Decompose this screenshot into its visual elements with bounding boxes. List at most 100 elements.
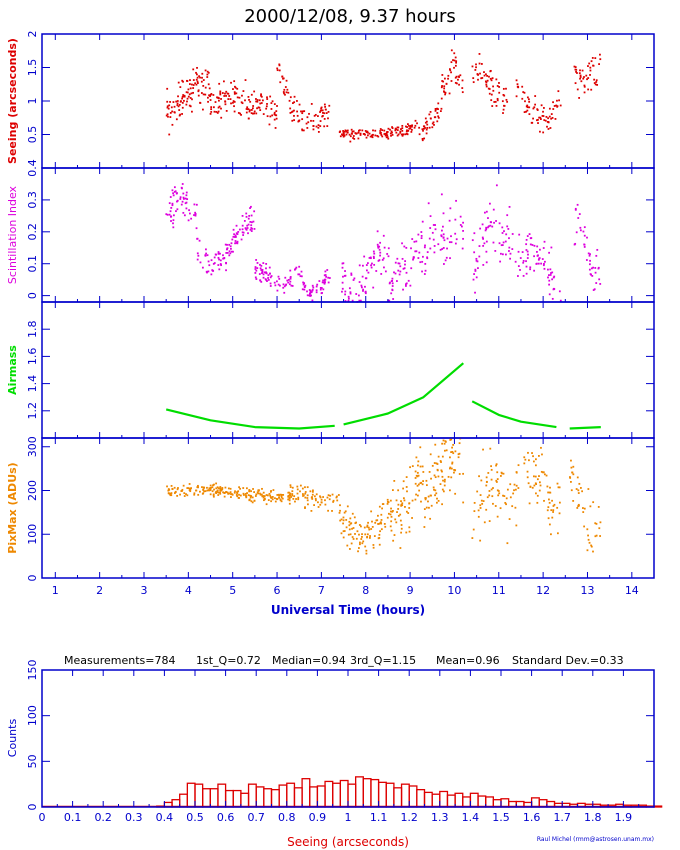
scintillation-point [262,262,265,264]
pixmax-point [480,499,483,502]
scintillation-point [501,253,504,256]
pixmax-point [215,490,218,493]
pixmax-point [338,511,341,514]
seeing-point [416,122,418,125]
seeing-point [216,112,219,114]
seeing-point [191,98,193,101]
seeing-point [527,98,530,101]
pixmax-point [495,463,498,466]
scintillation-point [428,237,431,240]
pixmax-point [443,478,446,481]
seeing-point [383,129,386,132]
scintillation-point [525,249,528,251]
seeing-point [281,75,284,78]
seeing-point [502,87,505,90]
pixmax-point [221,487,224,489]
pixmax-point [492,487,494,489]
scintillation-ytick-label: 0 [26,292,39,299]
seeing-point [422,129,424,132]
pixmax-point [270,497,273,499]
scintillation-point [529,243,532,246]
seeing-point [282,91,285,93]
seeing-point [204,86,207,89]
seeing-point [409,125,412,128]
seeing-point [440,97,443,100]
pixmax-ytick-label: 0 [26,575,39,582]
pixmax-point [450,476,453,479]
seeing-point [323,103,326,106]
pixmax-point [344,510,347,513]
seeing-point [181,101,184,104]
seeing-point [479,72,481,75]
seeing-point [250,109,253,111]
seeing-point [368,132,371,135]
scintillation-point [205,252,208,255]
scintillation-point [531,244,534,246]
seeing-point [242,90,245,92]
seeing-point [325,112,328,114]
pixmax-point [414,482,417,485]
histogram-bar [400,783,410,808]
airmass-panel: 1.21.41.61.8 Airmass [6,301,655,439]
pixmax-point [233,491,236,494]
scintillation-point [171,202,174,205]
pixmax-point [271,498,274,501]
pixmax-point [250,495,253,497]
seeing-point [296,100,298,102]
pixmax-point [319,503,322,506]
seeing-point [313,114,316,117]
scintillation-point [434,224,436,226]
scintillation-point [583,246,586,248]
seeing-point [441,85,443,87]
scintillation-point [445,256,448,259]
pixmax-point [272,489,275,491]
pixmax-point [533,475,535,478]
pixmax-point [393,480,396,482]
seeing-point [447,77,449,80]
scintillation-point [485,240,488,243]
seeing-point [339,135,342,138]
scintillation-point [494,250,497,252]
pixmax-point [408,530,411,533]
scintillation-point [170,215,172,218]
pixmax-point [348,524,351,527]
histogram-bar [301,778,311,808]
scintillation-point [172,226,175,229]
seeing-point [352,137,355,139]
seeing-point [195,83,198,86]
pixmax-point [527,451,529,454]
scintillation-point [455,238,458,241]
seeing-point [248,110,251,113]
seeing-point [414,124,417,127]
pixmax-point [453,471,455,474]
pixmax-point [485,508,488,511]
seeing-point [410,130,413,133]
pixmax-point [499,507,502,510]
seeing-point [534,103,537,106]
pixmax-point [259,492,261,495]
seeing-point [483,74,486,77]
seeing-point [381,135,384,138]
pixmax-point [169,494,172,497]
seeing-point [389,128,391,131]
seeing-point [218,97,220,100]
histogram-ytick-label: 150 [26,660,39,681]
scintillation-point [511,233,514,235]
scintillation-point [405,285,407,287]
pixmax-point [506,542,509,545]
pixmax-point [403,499,406,502]
pixmax-point [215,492,218,494]
pixmax-point [208,487,211,490]
scintillation-point [398,273,401,276]
scintillation-point [378,245,381,248]
seeing-point [495,104,498,107]
scintillation-point [205,270,208,273]
scintillation-point [474,270,477,272]
seeing-point [433,124,435,126]
scintillation-point [508,250,510,252]
seeing-point [528,113,531,116]
scintillation-point [433,245,436,247]
scintillation-point [585,259,588,261]
seeing-point [192,68,195,71]
scintillation-point [553,288,556,290]
